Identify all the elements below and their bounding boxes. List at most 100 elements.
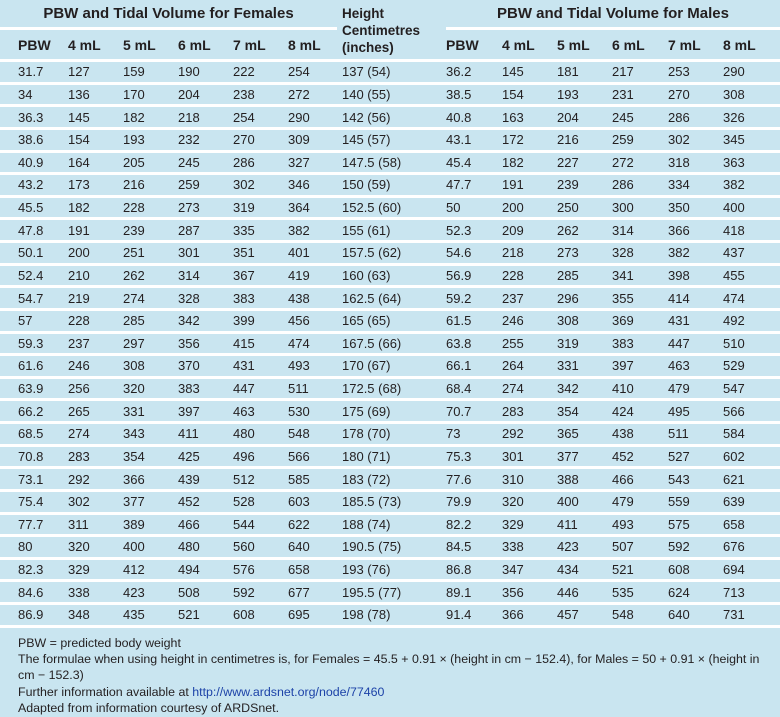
tidal-volume-value: 302: [668, 132, 690, 148]
table-row: 66.2 265 331 397 463 530 175 (69) 70.7 283 354 424…: [0, 401, 780, 424]
tidal-volume-value: 343: [123, 426, 145, 442]
tidal-volume-value: 75.3: [446, 448, 472, 464]
tidal-volume-value: 154: [68, 132, 90, 148]
tidal-volume-value: 559: [668, 494, 690, 510]
tidal-volume-value: 272: [288, 86, 310, 102]
tidal-volume-value: 274: [502, 381, 524, 397]
table-row: 68.5 274 343 411 480 548 178 (70) 73 292 365 438 51…: [0, 424, 780, 447]
tidal-volume-value: 204: [557, 109, 579, 125]
tidal-volume-value: 228: [68, 313, 90, 329]
tidal-volume-value: 608: [233, 607, 255, 623]
tidal-volume-value: 239: [557, 177, 579, 193]
tidal-volume-value: 423: [123, 584, 145, 600]
height-value: 185.5 (73): [342, 494, 402, 510]
tidal-volume-value: 66.2: [18, 403, 44, 419]
tidal-volume-value: 438: [612, 426, 634, 442]
tidal-volume-value: 463: [233, 403, 255, 419]
tidal-volume-value: 658: [723, 516, 745, 532]
tidal-volume-value: 52.4: [18, 267, 44, 283]
tidal-volume-value: 136: [68, 86, 90, 102]
height-value: 145 (57): [342, 132, 391, 148]
tidal-volume-value: 254: [233, 109, 255, 125]
tidal-volume-value: 457: [557, 607, 579, 623]
table-row: 50.1 200 251 301 351 401 157.5 (62) 54.6 218 273 3…: [0, 243, 780, 266]
tidal-volume-value: 639: [723, 494, 745, 510]
tidal-volume-value: 425: [178, 448, 200, 464]
table-row: 86.9 348 435 521 608 695 198 (78) 91.4 366 457 548…: [0, 605, 780, 628]
tidal-volume-value: 245: [178, 154, 200, 170]
tidal-volume-value: 296: [557, 290, 579, 306]
height-value: 195.5 (77): [342, 584, 402, 600]
tidal-volume-value: 265: [68, 403, 90, 419]
tidal-volume-value: 286: [233, 154, 255, 170]
tidal-volume-value: 383: [612, 335, 634, 351]
tidal-volume-value: 308: [123, 358, 145, 374]
tidal-volume-value: 47.8: [18, 222, 44, 238]
ardsnet-link[interactable]: http://www.ardsnet.org/node/77460: [192, 684, 385, 699]
tidal-volume-value: 494: [178, 562, 200, 578]
footer-abbreviation-note: PBW = predicted body weight: [18, 635, 181, 650]
tidal-volume-value: 677: [288, 584, 310, 600]
tidal-volume-value: 329: [68, 562, 90, 578]
tidal-volume-value: 366: [668, 222, 690, 238]
tidal-volume-value: 59.2: [446, 290, 472, 306]
tidal-volume-value: 301: [178, 245, 200, 261]
tidal-volume-value: 80: [18, 539, 33, 555]
tidal-volume-value: 36.2: [446, 64, 472, 80]
tidal-volume-value: 77.6: [446, 471, 472, 487]
tidal-volume-value: 326: [723, 109, 745, 125]
tidal-volume-value: 452: [178, 494, 200, 510]
tidal-volume-value: 414: [668, 290, 690, 306]
tidal-volume-value: 383: [233, 290, 255, 306]
tidal-volume-value: 274: [123, 290, 145, 306]
tidal-volume-value: 493: [288, 358, 310, 374]
height-value: 167.5 (66): [342, 335, 402, 351]
height-column-header: Height Centimetres (inches): [337, 0, 446, 62]
table-row: 61.6 246 308 370 431 493 170 (67) 66.1 264 331 397…: [0, 356, 780, 379]
tidal-volume-value: 70.7: [446, 403, 472, 419]
tidal-volume-value: 397: [612, 358, 634, 374]
tidal-volume-value: 45.5: [18, 200, 44, 216]
tidal-volume-value: 431: [233, 358, 255, 374]
tidal-volume-value: 399: [233, 313, 255, 329]
tidal-volume-value: 145: [502, 64, 524, 80]
tidal-volume-value: 193: [123, 132, 145, 148]
tidal-volume-value: 695: [288, 607, 310, 623]
tidal-volume-value: 351: [233, 245, 255, 261]
tidal-volume-value: 43.2: [18, 177, 44, 193]
tidal-volume-value: 495: [668, 403, 690, 419]
male-column-header: 7 mL: [668, 30, 723, 62]
tidal-volume-value: 259: [612, 132, 634, 148]
tidal-volume-value: 245: [612, 109, 634, 125]
tidal-volume-value: 259: [178, 177, 200, 193]
tidal-volume-value: 480: [178, 539, 200, 555]
tidal-volume-value: 210: [68, 267, 90, 283]
height-value: 155 (61): [342, 222, 391, 238]
tidal-volume-value: 356: [178, 335, 200, 351]
tidal-volume-value: 474: [288, 335, 310, 351]
tidal-volume-value: 694: [723, 562, 745, 578]
tidal-volume-value: 602: [723, 448, 745, 464]
tidal-volume-value: 292: [68, 471, 90, 487]
tidal-volume-value: 270: [668, 86, 690, 102]
tidal-volume-value: 366: [502, 607, 524, 623]
tidal-volume-value: 54.7: [18, 290, 44, 306]
tidal-volume-value: 423: [557, 539, 579, 555]
height-value: 142 (56): [342, 109, 391, 125]
male-column-header: 8 mL: [723, 30, 780, 62]
tidal-volume-value: 401: [288, 245, 310, 261]
tidal-volume-value: 77.7: [18, 516, 44, 532]
table-body: 31.7 127 159 190 222 254 137 (54) 36.2 145 181 217…: [0, 62, 780, 628]
tidal-volume-value: 286: [668, 109, 690, 125]
tidal-volume-value: 50.1: [18, 245, 44, 261]
tidal-volume-value: 603: [288, 494, 310, 510]
height-value: 147.5 (58): [342, 154, 402, 170]
tidal-volume-value: 479: [668, 381, 690, 397]
tidal-volume-value: 328: [612, 245, 634, 261]
tidal-volume-value: 272: [612, 154, 634, 170]
tidal-volume-value: 209: [502, 222, 524, 238]
female-column-header: 4 mL: [68, 30, 123, 62]
female-column-header: 8 mL: [288, 30, 337, 62]
tidal-volume-value: 228: [502, 267, 524, 283]
table-row: 40.9 164 205 245 286 327 147.5 (58) 45.4 182 227 2…: [0, 153, 780, 176]
